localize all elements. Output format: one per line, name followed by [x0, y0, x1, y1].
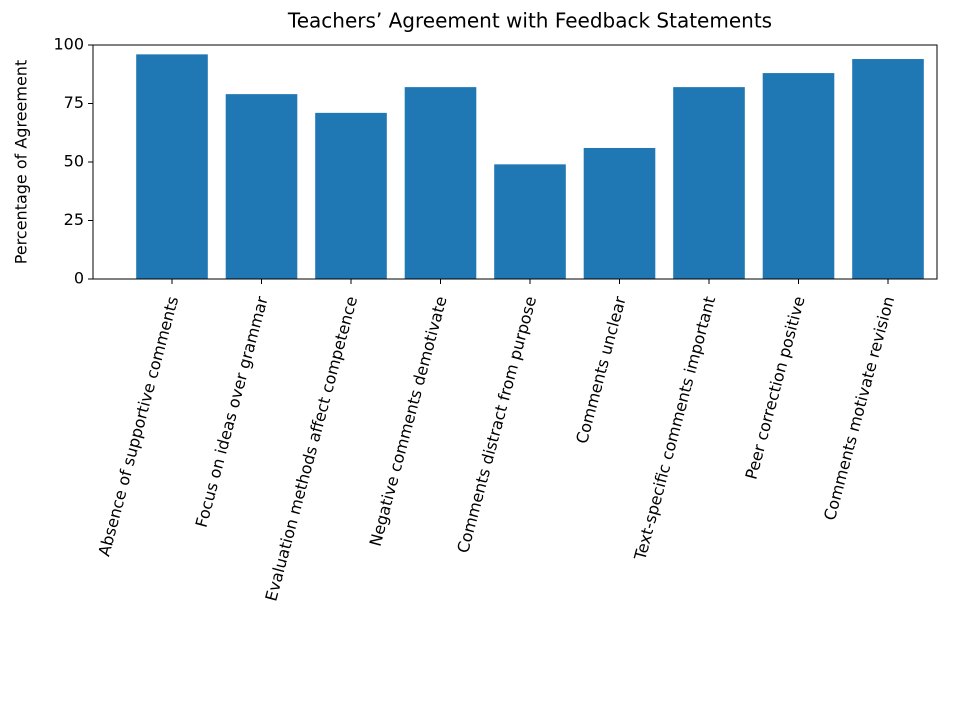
- bar: [404, 87, 477, 280]
- x-tick-label: Peer correction positive: [742, 294, 809, 481]
- plot-frame: [92, 44, 938, 280]
- y-tick-label: 50: [64, 152, 84, 171]
- bar: [583, 147, 656, 279]
- bar: [852, 59, 924, 279]
- bar: [673, 87, 745, 280]
- x-tick-label: Absence of supportive comments: [94, 294, 182, 558]
- x-tick-label: Focus on ideas over grammar: [192, 294, 272, 530]
- bar: [136, 54, 208, 279]
- x-tick-label: Comments motivate revision: [820, 294, 898, 522]
- bar: [225, 94, 298, 279]
- x-tick-label: Comments unclear: [572, 294, 630, 446]
- x-tick-label: Text-specific comments important: [630, 294, 719, 563]
- y-tick-label: 75: [64, 93, 84, 112]
- y-tick-label: 100: [53, 35, 84, 54]
- bar: [315, 112, 387, 279]
- y-axis-label: Percentage of Agreement: [12, 60, 31, 264]
- bar: [762, 73, 835, 279]
- x-tick-label: Negative comments demotivate: [366, 294, 451, 548]
- y-tick-label: 25: [64, 210, 84, 229]
- y-tick-label: 0: [74, 269, 84, 288]
- bar: [494, 164, 566, 279]
- x-tick-label: Evaluation methods affect competence: [261, 294, 361, 603]
- x-tick-label: Comments distract from purpose: [453, 294, 540, 555]
- chart-title: Teachers’ Agreement with Feedback Statem…: [287, 9, 772, 33]
